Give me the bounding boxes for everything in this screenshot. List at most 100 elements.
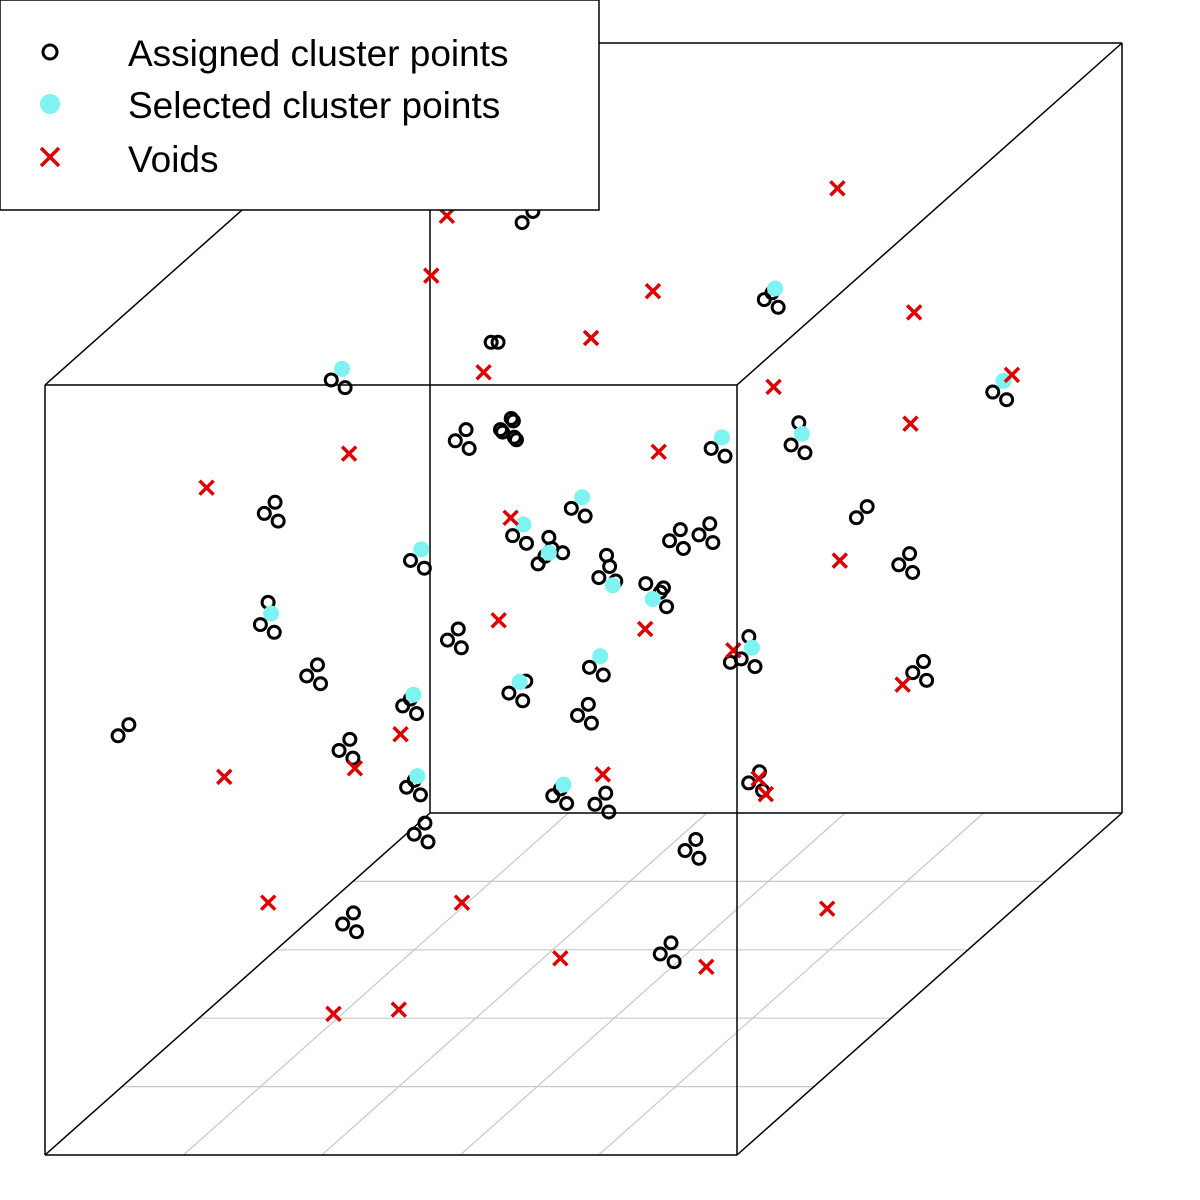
assigned-point xyxy=(409,706,425,722)
assigned-point xyxy=(349,924,364,940)
assigned-point xyxy=(659,599,675,615)
selected-point xyxy=(511,673,528,690)
void-point xyxy=(438,207,456,225)
void-point xyxy=(902,415,919,432)
assigned-point xyxy=(483,334,499,350)
assigned-point xyxy=(705,535,721,551)
assigned-point xyxy=(453,640,469,656)
box-edge xyxy=(736,42,1123,386)
legend: Assigned cluster points Selected cluster… xyxy=(0,0,600,211)
selected-point xyxy=(515,516,532,533)
selected-point xyxy=(644,591,661,607)
assigned-point xyxy=(583,715,599,731)
void-point xyxy=(346,760,364,777)
assigned-point xyxy=(555,545,571,561)
void-point xyxy=(340,445,358,462)
void-point xyxy=(594,766,611,783)
assigned-point xyxy=(121,717,137,733)
assigned-point xyxy=(638,576,654,592)
void-point xyxy=(650,443,667,461)
assigned-point xyxy=(783,437,799,453)
assigned-point xyxy=(756,292,772,308)
floor-gridline xyxy=(183,812,569,1156)
assigned-point xyxy=(672,522,688,538)
assigned-point xyxy=(662,533,678,549)
legend-marker-voids xyxy=(39,146,61,168)
assigned-point xyxy=(770,299,786,315)
legend-label-selected: Selected cluster points xyxy=(128,85,500,126)
assigned-point xyxy=(416,560,432,576)
assigned-point xyxy=(337,380,353,396)
assigned-point xyxy=(406,826,422,842)
assigned-point xyxy=(342,731,358,747)
void-point xyxy=(475,364,492,381)
void-point xyxy=(423,267,440,284)
assigned-point xyxy=(902,546,918,562)
assigned-point xyxy=(545,788,561,804)
assigned-point xyxy=(412,787,428,803)
void-point xyxy=(644,282,662,300)
assigned-point xyxy=(447,433,463,449)
assigned-point xyxy=(501,685,517,701)
assigned-point xyxy=(420,834,436,850)
assigned-point xyxy=(691,850,707,866)
void-point xyxy=(1003,366,1021,384)
void-point xyxy=(757,785,775,803)
box-edge xyxy=(44,812,431,1156)
selected-point xyxy=(263,605,280,622)
legend-item-assigned: Assigned cluster points xyxy=(41,33,508,74)
void-point xyxy=(490,612,507,629)
assigned-point xyxy=(403,553,418,568)
void-point xyxy=(831,552,849,569)
legend-marker-assigned xyxy=(41,43,59,61)
assigned-point xyxy=(458,422,474,438)
assigned-point xyxy=(439,632,455,648)
assigned-point xyxy=(703,440,719,456)
assigned-point xyxy=(515,693,531,709)
assigned-point xyxy=(688,831,704,847)
void-point xyxy=(502,509,519,527)
void-point xyxy=(259,894,277,911)
assigned-point xyxy=(541,529,557,545)
assigned-point xyxy=(599,547,615,563)
selected-point xyxy=(793,425,810,442)
floor-gridline xyxy=(459,812,846,1156)
assigned-point xyxy=(666,954,682,970)
series-voids xyxy=(198,180,1021,1023)
selected-point xyxy=(592,648,609,665)
data-marks xyxy=(110,180,1021,1023)
assigned-point xyxy=(848,510,864,526)
assigned-point xyxy=(395,698,411,714)
assigned-point xyxy=(717,448,733,464)
void-point xyxy=(198,479,215,496)
void-point xyxy=(725,642,742,659)
assigned-point xyxy=(797,445,813,461)
assigned-point xyxy=(702,516,718,532)
assigned-point xyxy=(916,654,932,670)
assigned-point xyxy=(563,500,579,516)
assigned-point xyxy=(461,441,477,456)
assigned-point xyxy=(580,696,596,712)
selected-point xyxy=(334,360,351,377)
assigned-point xyxy=(345,905,361,921)
assigned-point xyxy=(309,657,325,673)
assigned-point xyxy=(595,667,611,683)
floor-gridline xyxy=(321,812,708,1156)
assigned-point xyxy=(675,541,691,556)
assigned-point xyxy=(905,565,921,580)
assigned-point xyxy=(591,570,607,586)
assigned-point xyxy=(270,513,286,529)
selected-point xyxy=(604,577,621,594)
assigned-point xyxy=(691,527,707,543)
legend-label-assigned: Assigned cluster points xyxy=(128,33,508,74)
assigned-point xyxy=(503,410,519,426)
assigned-point xyxy=(267,494,283,510)
assigned-point xyxy=(601,804,617,820)
void-point xyxy=(552,950,569,967)
assigned-point xyxy=(570,707,586,723)
void-point xyxy=(818,900,836,917)
assigned-point xyxy=(677,843,693,859)
assigned-point xyxy=(399,779,415,795)
assigned-point xyxy=(747,659,763,675)
